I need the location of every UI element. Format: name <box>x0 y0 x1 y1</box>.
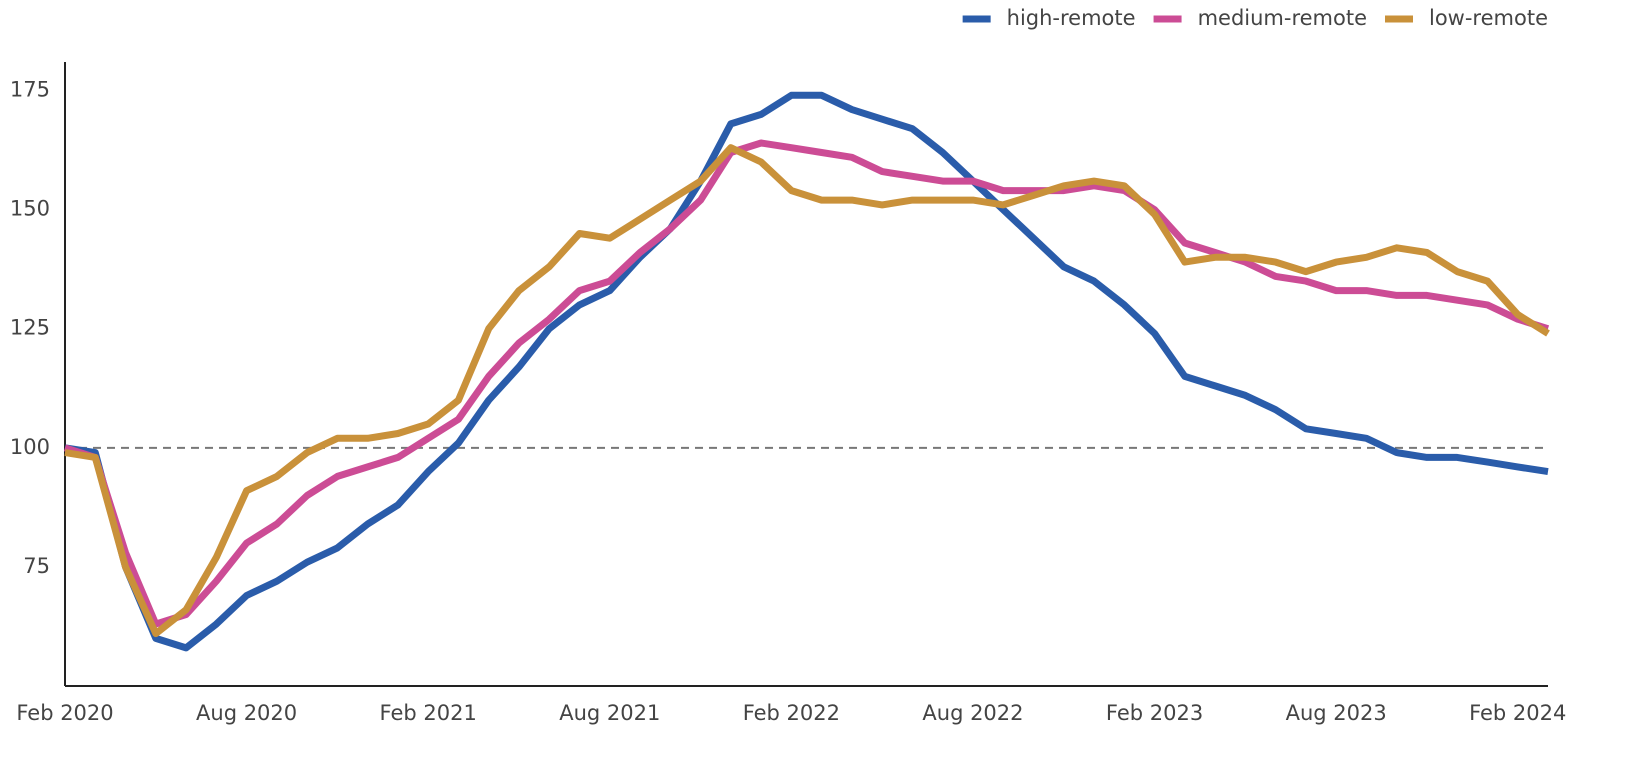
legend-label: medium-remote <box>1198 6 1367 30</box>
x-tick-label: Aug 2023 <box>1286 701 1387 725</box>
legend-label: high-remote <box>1007 6 1136 30</box>
line-series <box>64 144 1550 638</box>
y-tick-label: 175 <box>10 78 50 102</box>
x-tick-label: Feb 2021 <box>380 701 477 725</box>
legend-label: low-remote <box>1429 6 1548 30</box>
x-tick-label: Feb 2024 <box>1469 701 1566 725</box>
y-tick-label: 125 <box>10 316 50 340</box>
x-tick-label: Aug 2022 <box>922 701 1023 725</box>
x-tick-label: Feb 2023 <box>1106 701 1203 725</box>
line-series <box>63 139 1550 628</box>
x-tick-label: Feb 2022 <box>743 701 840 725</box>
y-tick-label: 150 <box>10 197 50 221</box>
y-tick-label: 75 <box>23 554 50 578</box>
x-tick-label: Aug 2021 <box>559 701 660 725</box>
x-tick-label: Feb 2020 <box>16 701 113 725</box>
x-tick-label: Aug 2020 <box>196 701 297 725</box>
line-series <box>64 91 1549 652</box>
y-tick-label: 100 <box>10 435 50 459</box>
